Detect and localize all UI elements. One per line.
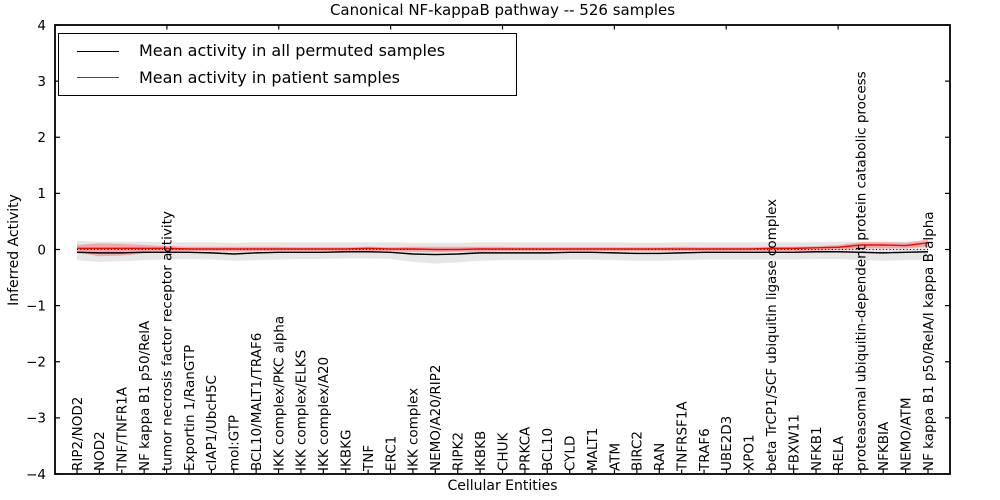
x-tick-label: BIRC2 xyxy=(630,431,646,471)
x-tick-label: NFKB1 xyxy=(809,426,825,471)
x-tick-label: IKK complex/ELKS xyxy=(294,350,310,471)
x-axis-label: Cellular Entities xyxy=(447,478,558,494)
x-tick-label: proteasomal ubiquitin-dependent protein … xyxy=(854,71,870,471)
x-tick-label: IKK complex/PKC alpha xyxy=(271,316,287,471)
x-tick-label: CHUK xyxy=(495,432,511,471)
x-tick-label: IKBKB xyxy=(473,431,489,471)
x-tick-label: MALT1 xyxy=(585,428,601,471)
x-tick-label: BCL10/MALT1/TRAF6 xyxy=(249,333,265,471)
band-patient-range xyxy=(77,239,928,257)
x-tick-label: mol:GTP xyxy=(227,415,243,471)
permuted-line-swatch xyxy=(77,50,119,52)
x-tick-label: NEMO/A20/RIP2 xyxy=(428,364,444,471)
legend-label-patient: Mean activity in patient samples xyxy=(139,67,400,87)
x-tick-label: NEMO/ATM xyxy=(898,397,914,471)
x-tick-label: NFKBIA xyxy=(876,421,892,471)
x-tick-label: RIPK2 xyxy=(451,432,467,471)
y-tick-label: −1 xyxy=(26,298,46,314)
axes-frame xyxy=(54,24,951,475)
y-tick-label: 3 xyxy=(37,74,46,90)
x-tick-label: ATM xyxy=(607,443,623,471)
patient-line-swatch xyxy=(77,77,119,79)
legend-label-permuted: Mean activity in all permuted samples xyxy=(139,41,446,61)
x-tick-label: RAN xyxy=(652,443,668,471)
x-tick-label: TNFRSF1A xyxy=(674,401,690,472)
x-tick-label: RIP2/NOD2 xyxy=(70,397,86,471)
x-tick-label: tumor necrosis factor receptor activity xyxy=(159,211,175,471)
x-tick-label: TRAF6 xyxy=(697,428,713,472)
x-tick-label: NF kappa B1 p50/RelA xyxy=(137,320,153,471)
x-tick-label: cIAP1/UbcH5C xyxy=(204,375,220,471)
x-tick-label: IKBKG xyxy=(339,430,355,471)
x-tick-label: XPO1 xyxy=(742,434,758,471)
y-tick-label: 2 xyxy=(37,130,46,146)
x-tick-label: ERC1 xyxy=(383,436,399,471)
x-tick-label: RELA xyxy=(831,435,847,471)
x-tick-label: FBXW11 xyxy=(786,414,802,471)
x-tick-label: UBE2D3 xyxy=(719,416,735,471)
y-tick-label: −4 xyxy=(26,467,46,483)
y-axis-label: Inferred Activity xyxy=(6,194,22,306)
x-tick-label: NF kappa B1 p50/RelA/I kappa B alpha xyxy=(921,211,937,471)
permuted-mean-line xyxy=(76,251,929,256)
x-tick-label: NOD2 xyxy=(92,431,108,471)
x-tick-label: TNF/TNFR1A xyxy=(115,386,131,472)
y-tick-label: 0 xyxy=(37,242,46,258)
x-tick-label: Exportin 1/RanGTP xyxy=(182,345,198,471)
y-tick-label: −3 xyxy=(26,411,46,427)
legend-item-patient: Mean activity in patient samples xyxy=(59,67,516,87)
x-tick-label: BCL10 xyxy=(540,428,556,471)
x-tick-label: IKK complex xyxy=(406,388,422,471)
y-tick-label: 1 xyxy=(37,186,46,202)
x-tick-label: IKK complex/A20 xyxy=(316,357,332,471)
x-tick-label: PRKCA xyxy=(518,426,534,471)
legend: Mean activity in all permuted samples Me… xyxy=(58,33,517,96)
chart-title: Canonical NF-kappaB pathway -- 526 sampl… xyxy=(329,1,676,19)
x-tick-label: CYLD xyxy=(562,436,578,471)
x-tick-label: TNF xyxy=(361,445,377,472)
patient-mean-line xyxy=(77,242,929,251)
y-tick-label: −2 xyxy=(26,355,46,371)
x-tick-label: beta TrCP1/SCF ubiquitin ligase complex xyxy=(764,199,780,471)
legend-item-permuted: Mean activity in all permuted samples xyxy=(59,42,516,60)
y-tick-label: 4 xyxy=(37,18,46,34)
